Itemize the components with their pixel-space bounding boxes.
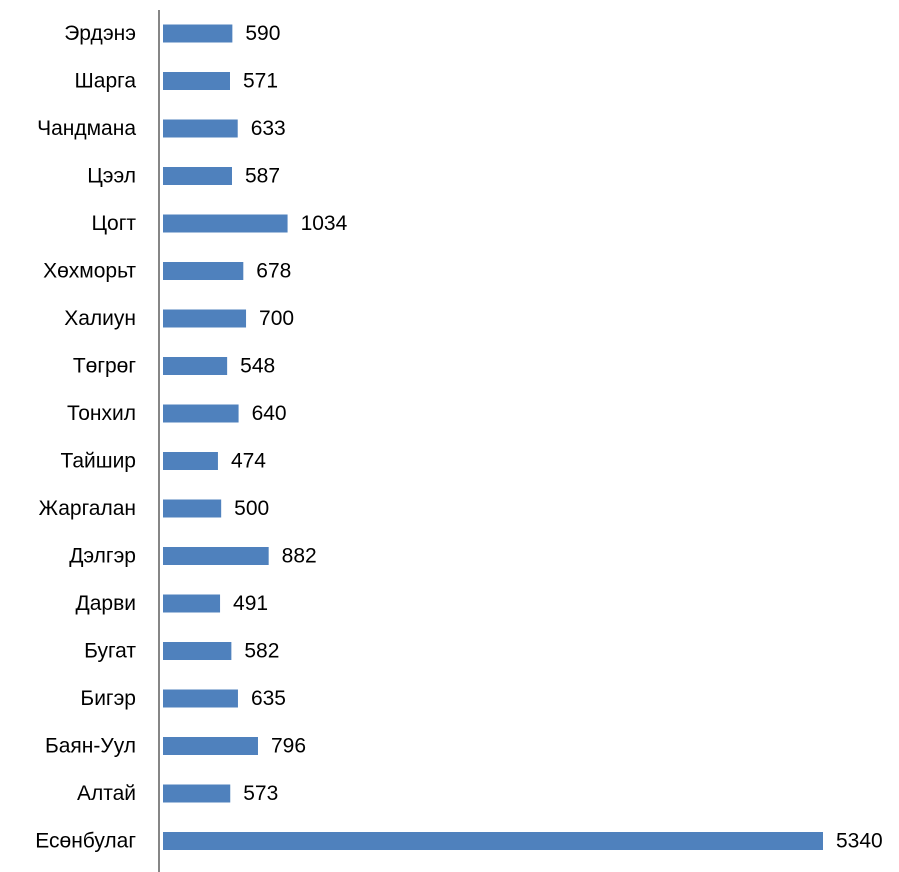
bar — [163, 737, 258, 755]
bar — [163, 784, 231, 803]
category-label: Бугат — [84, 640, 136, 663]
category-label: Шарга — [75, 70, 137, 93]
bar — [163, 594, 221, 613]
category-label: Төгрөг — [73, 355, 137, 378]
value-label: 548 — [240, 355, 275, 378]
category-label: Бигэр — [80, 687, 136, 710]
bar — [163, 262, 244, 280]
value-label: 1034 — [301, 212, 348, 235]
bar — [163, 642, 232, 660]
value-labels: 590 571 633 587 1034 678 700 548 640 474 500 882 491… — [231, 22, 883, 853]
value-label: 491 — [233, 592, 268, 615]
value-label: 571 — [243, 70, 278, 93]
bar — [163, 72, 231, 90]
bar — [163, 119, 238, 138]
bar — [163, 24, 233, 43]
value-label: 882 — [282, 545, 317, 568]
value-label: 500 — [234, 497, 269, 520]
value-label: 640 — [252, 402, 287, 425]
category-label: Халиун — [64, 307, 136, 330]
bar — [163, 309, 247, 328]
category-label: Цогт — [92, 212, 137, 235]
category-label: Тайшир — [60, 450, 136, 473]
bar — [163, 499, 222, 518]
bar — [163, 357, 228, 375]
category-label: Дарви — [76, 592, 136, 615]
category-label: Чандмана — [37, 117, 136, 140]
value-label: 474 — [231, 450, 266, 473]
value-label: 573 — [243, 782, 278, 805]
value-label: 796 — [271, 735, 306, 758]
category-label: Тонхил — [67, 402, 136, 425]
bar — [163, 404, 239, 423]
value-label: 678 — [256, 260, 291, 283]
category-label: Эрдэнэ — [64, 22, 136, 45]
value-label: 587 — [245, 165, 280, 188]
bar — [163, 547, 269, 565]
value-label: 635 — [251, 687, 286, 710]
bar — [163, 452, 218, 470]
bar — [163, 689, 238, 708]
value-label: 700 — [259, 307, 294, 330]
bar — [163, 167, 232, 185]
bars-group — [163, 24, 823, 850]
bar — [163, 832, 823, 850]
category-label: Жаргалан — [39, 497, 136, 520]
category-label: Хөхморьт — [43, 260, 136, 283]
category-label: Есөнбулаг — [35, 830, 136, 853]
value-label: 590 — [245, 22, 280, 45]
category-label: Баян-Уул — [45, 735, 136, 758]
value-label: 582 — [244, 640, 279, 663]
bar — [163, 214, 288, 233]
value-label: 633 — [251, 117, 286, 140]
category-labels: Эрдэнэ Шарга Чандмана Цээл Цогт Хөхморьт Халиу… — [35, 22, 136, 853]
category-label: Дэлгэр — [69, 545, 136, 568]
value-label: 5340 — [836, 830, 883, 853]
category-label: Алтай — [77, 782, 136, 805]
category-label: Цээл — [87, 165, 136, 188]
